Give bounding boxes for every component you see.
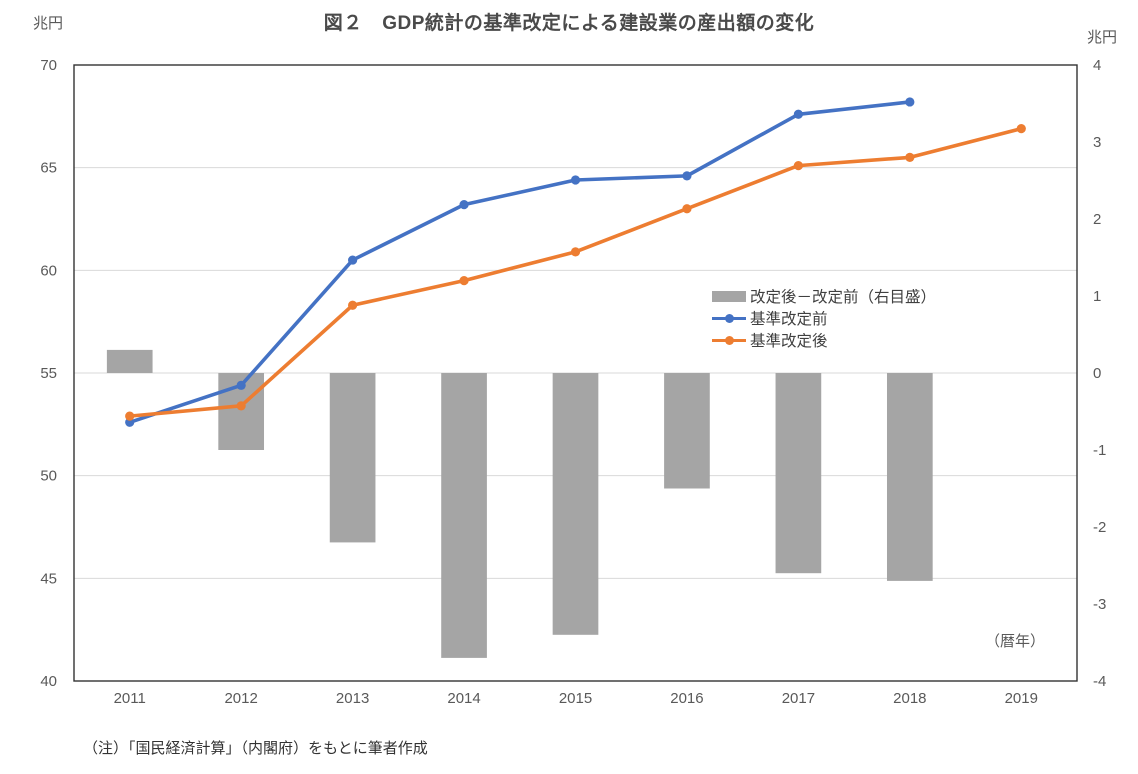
right-axis-tick-2: 2 xyxy=(1093,211,1101,228)
right-axis-tick-1: 1 xyxy=(1093,288,1101,305)
legend: 改定後－改定前（右目盛） 基準改定前 基準改定後 xyxy=(712,285,936,351)
legend-item-before-revision: 基準改定前 xyxy=(712,307,936,329)
left-axis-tick-40: 40 xyxy=(40,673,57,690)
legend-item-after-revision: 基準改定後 xyxy=(712,329,936,351)
calendar-year-label: （暦年） xyxy=(984,633,1045,650)
x-axis-label-2014: 2014 xyxy=(447,690,480,707)
bar-2013 xyxy=(329,373,376,543)
right-axis-unit-label: 兆円 xyxy=(1087,29,1118,46)
left-axis-tick-50: 50 xyxy=(40,468,57,485)
legend-line-marker xyxy=(724,313,734,323)
chart-title: 図２ GDP統計の基準改定による建設業の産出額の変化 xyxy=(323,13,815,34)
left-axis-tick-55: 55 xyxy=(40,365,57,382)
right-axis-tick-3: 3 xyxy=(1093,134,1101,151)
right-axis-tick--3: -3 xyxy=(1093,596,1106,613)
x-axis-label-2011: 2011 xyxy=(114,690,146,707)
right-axis-tick--4: -4 xyxy=(1093,673,1106,690)
legend-label-before-revision: 基準改定前 xyxy=(750,311,828,328)
left-axis-tick-70: 70 xyxy=(40,57,57,74)
line-before-revision-marker xyxy=(682,171,692,181)
legend-label-difference: 改定後－改定前（右目盛） xyxy=(750,289,937,306)
bar-2015 xyxy=(552,373,599,635)
line-after-revision-marker xyxy=(125,411,135,421)
bar-2017 xyxy=(775,373,822,574)
right-axis-tick--1: -1 xyxy=(1093,442,1106,459)
plot-border xyxy=(73,64,1078,682)
line-before-revision-marker xyxy=(459,200,469,210)
line-after-revision-marker xyxy=(236,401,246,411)
line-after-revision-marker xyxy=(570,247,581,257)
line-after-revision-marker xyxy=(459,276,469,286)
line-after-revision-marker xyxy=(682,204,692,214)
bar-2018 xyxy=(886,373,933,581)
legend-line-after-swatch-icon xyxy=(712,335,746,346)
x-axis-label-2018: 2018 xyxy=(893,690,926,707)
line-before-revision xyxy=(127,100,912,425)
legend-bar-swatch-icon xyxy=(712,290,746,302)
x-axis-label-2016: 2016 xyxy=(670,690,703,707)
left-axis-tick-65: 65 xyxy=(40,160,57,177)
footnote: （注）「国民経済計算」（内閣府）をもとに筆者作成 xyxy=(83,740,428,757)
right-axis-tick--2: -2 xyxy=(1093,519,1106,536)
x-axis-label-2013: 2013 xyxy=(336,690,369,707)
bar-2011 xyxy=(106,349,153,373)
left-axis-tick-60: 60 xyxy=(40,262,57,279)
line-after-revision-marker xyxy=(1016,124,1026,134)
line-before-revision-marker xyxy=(905,97,915,107)
left-axis-unit-label: 兆円 xyxy=(33,15,64,32)
x-axis-label-2012: 2012 xyxy=(224,690,257,707)
x-axis-label-2015: 2015 xyxy=(559,690,592,707)
line-after-revision-marker xyxy=(793,161,803,171)
legend-label-after-revision: 基準改定後 xyxy=(750,333,828,350)
legend-item-difference: 改定後－改定前（右目盛） xyxy=(712,285,936,307)
line-after-revision-marker xyxy=(905,152,915,162)
x-axis-label-2017: 2017 xyxy=(782,690,815,707)
left-axis-tick-45: 45 xyxy=(40,570,57,587)
bar-2016 xyxy=(664,373,710,489)
x-axis-label-2019: 2019 xyxy=(1005,690,1038,707)
line-before-revision-marker xyxy=(570,175,581,185)
line-before-revision-marker xyxy=(348,255,358,265)
right-axis-tick-0: 0 xyxy=(1093,365,1101,382)
legend-line-before-swatch-icon xyxy=(712,313,746,324)
line-before-revision-marker xyxy=(793,109,803,119)
line-before-revision-marker xyxy=(236,380,246,390)
bar-2014 xyxy=(441,373,487,658)
line-after-revision-marker xyxy=(348,300,358,310)
right-axis-tick-4: 4 xyxy=(1093,57,1101,74)
legend-line-marker xyxy=(724,335,734,345)
